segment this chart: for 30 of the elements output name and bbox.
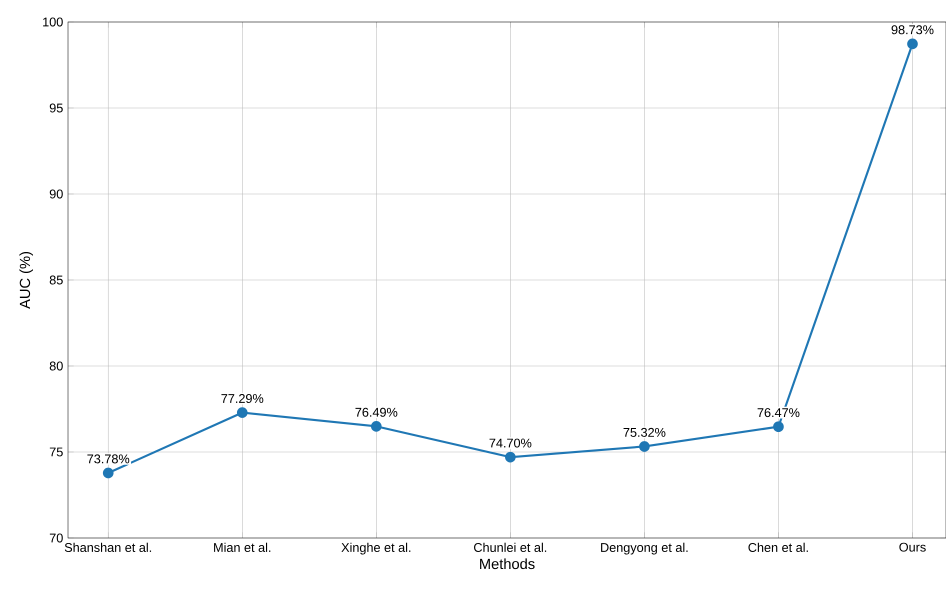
x-tick-label: Mian et al. [214, 542, 270, 552]
data-label: 98.73% [892, 25, 934, 34]
point [639, 441, 650, 452]
point [505, 452, 516, 462]
data-label: 74.70% [490, 438, 532, 448]
x-tick-label: Chunlei et al. [474, 542, 546, 552]
data-label: 76.47% [758, 408, 800, 418]
x-tick-label: Ours [899, 542, 926, 552]
x-tick-label: Shanshan et al. [64, 542, 152, 552]
point [102, 468, 114, 478]
y-axis-title: AUC (%) [19, 252, 34, 309]
y-tick-label: 70 [50, 534, 63, 542]
x-axis-title: Methods [480, 558, 535, 570]
point [773, 421, 784, 432]
x-tick-label: Xinghe et al. [341, 542, 410, 555]
y-tick-label: 75 [50, 448, 63, 456]
y-tick-label: 90 [50, 190, 63, 198]
y-tick-label: 85 [50, 276, 63, 284]
y-tick-label: 100 [43, 18, 63, 26]
data-label: 76.49% [355, 408, 398, 417]
x-tick-label: Chen et al. [748, 542, 808, 552]
data-label: 77.29% [221, 394, 264, 403]
x-tick-label: Dengyong et al. [601, 542, 688, 555]
data-label: 73.78% [87, 454, 130, 464]
point [370, 421, 382, 432]
y-tick-label: 80 [50, 362, 63, 370]
point [907, 38, 918, 50]
y-tick-label: 95 [50, 104, 63, 112]
point [236, 407, 248, 418]
data-label: 75.32% [624, 428, 666, 437]
